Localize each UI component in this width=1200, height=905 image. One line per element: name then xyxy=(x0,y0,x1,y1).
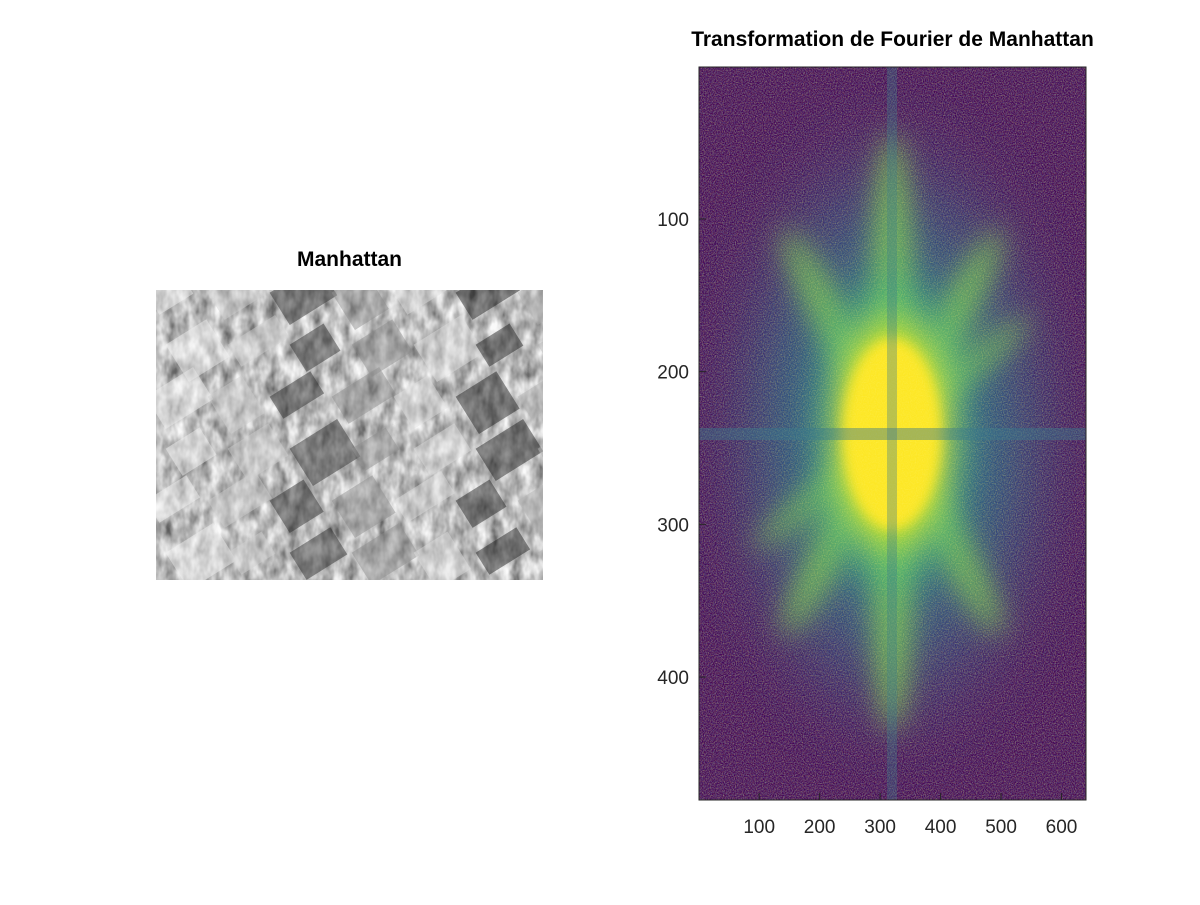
fourier-heatmap xyxy=(699,67,1086,800)
x-tick-label: 600 xyxy=(1046,817,1078,838)
y-tick-label: 100 xyxy=(657,210,689,231)
x-tick-label: 200 xyxy=(804,817,836,838)
x-tick-label: 400 xyxy=(925,817,957,838)
x-tick-label: 300 xyxy=(864,817,896,838)
building-block xyxy=(538,428,595,487)
y-tick-label: 300 xyxy=(657,515,689,536)
manhattan-image xyxy=(146,263,602,590)
manhattan-title: Manhattan xyxy=(297,248,402,271)
x-tick-label: 500 xyxy=(985,817,1017,838)
building-block xyxy=(538,319,596,372)
y-tick-label: 200 xyxy=(657,363,689,384)
manhattan-axes: Manhattan xyxy=(146,248,602,590)
fourier-axes: Transformation de Fourier de Manhattan 1… xyxy=(657,28,1093,838)
x-tick-label: 100 xyxy=(743,817,775,838)
building-block xyxy=(538,523,602,580)
fourier-title: Transformation de Fourier de Manhattan xyxy=(691,28,1094,51)
y-tick-label: 400 xyxy=(657,668,689,689)
